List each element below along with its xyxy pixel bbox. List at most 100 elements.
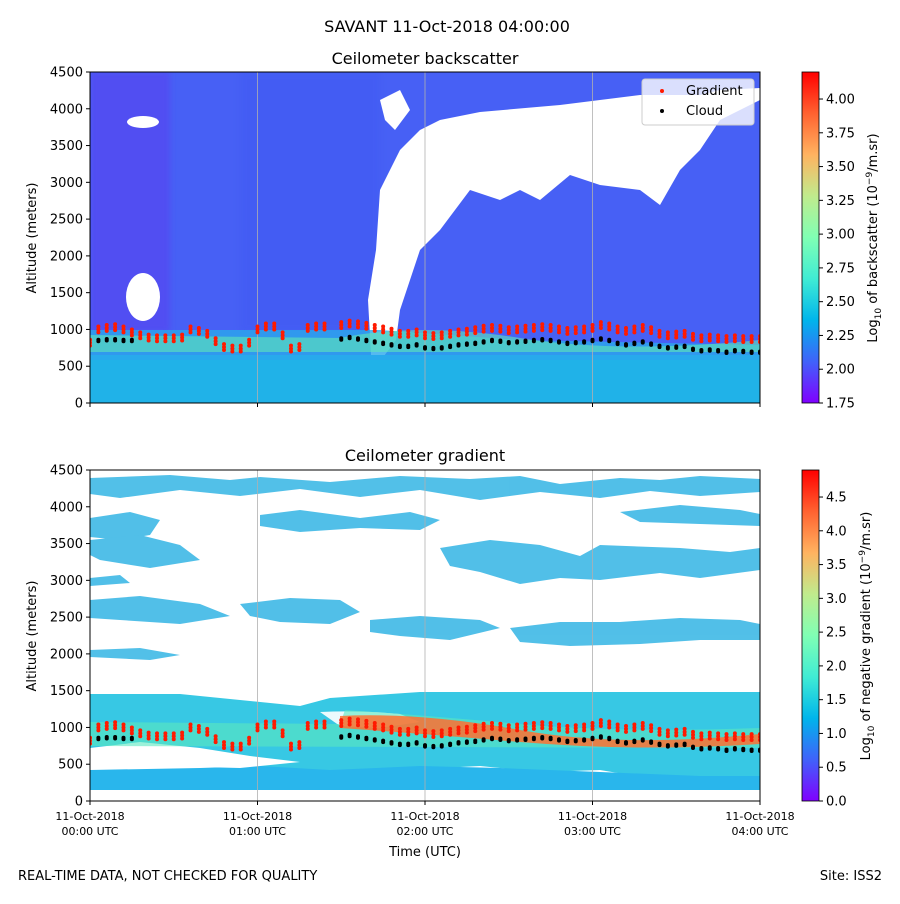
gradient-point	[624, 729, 628, 734]
gradient-point	[104, 723, 109, 728]
gradient-point	[548, 726, 553, 731]
gradient-point	[540, 723, 545, 728]
gradient-point	[347, 318, 352, 323]
gradient-point	[163, 731, 168, 736]
gradient-point	[557, 324, 561, 329]
gradient-point	[222, 740, 226, 745]
colorbar-tick-label: 2.0	[826, 659, 847, 674]
gradient-point	[665, 731, 670, 736]
gradient-point	[255, 725, 260, 730]
gradient-point	[607, 324, 612, 329]
y-tick-label: 2500	[50, 611, 83, 626]
gradient-point	[439, 734, 444, 739]
cloud-point	[523, 737, 528, 742]
y-tick-label: 3500	[50, 537, 83, 552]
gradient-point	[448, 726, 453, 731]
cloud-point	[531, 339, 536, 344]
colorbar-tick-label: 3.5	[826, 558, 847, 573]
gradient-point	[582, 330, 587, 335]
gradient-point	[414, 327, 419, 332]
gradient-point	[657, 732, 662, 737]
gradient-point	[423, 731, 427, 736]
gradient-point	[423, 333, 427, 338]
gradient-point	[464, 730, 469, 735]
colorbar-tick-label: 2.00	[826, 363, 855, 378]
gradient-point	[473, 325, 478, 330]
cloud-point	[649, 740, 654, 745]
y-tick-label: 2000	[50, 249, 83, 264]
gradient-point	[515, 725, 520, 730]
cloud-point	[456, 741, 461, 746]
gradient-point	[506, 729, 511, 734]
gradient-point	[196, 328, 201, 333]
gradient-point	[180, 332, 185, 337]
gradient-point	[456, 725, 461, 730]
gradient-point	[104, 726, 109, 731]
gradient-point	[230, 346, 235, 351]
gradient-point	[565, 729, 570, 734]
cloud-point	[615, 342, 620, 347]
gradient-point	[439, 333, 444, 338]
gradient-point	[96, 330, 101, 335]
gradient-panel: Ceilometer gradient	[25, 446, 877, 860]
gradient-point	[707, 736, 712, 741]
gradient-point	[699, 734, 704, 739]
gradient-point	[381, 324, 386, 329]
gradient-point	[732, 336, 737, 341]
gradient-point	[230, 741, 235, 746]
gradient-point	[481, 727, 486, 732]
gradient-point	[473, 729, 478, 734]
cloud-point	[548, 737, 553, 742]
gradient-point	[674, 332, 679, 337]
gradient-colorbar-ticks: 0.0 0.5 1.0 1.5 2.0 2.5 3.0 3.5 4.0 4.5	[819, 491, 847, 810]
gradient-point	[523, 326, 528, 331]
cloud-point	[640, 738, 645, 743]
gradient-point	[138, 336, 143, 341]
cloud-point	[121, 737, 126, 742]
gradient-point	[406, 729, 411, 734]
x-tick-time: 04:00 UTC	[731, 825, 788, 838]
gradient-point	[699, 333, 704, 338]
gradient-point	[188, 725, 193, 730]
gradient-point	[716, 731, 721, 736]
cloud-point	[414, 741, 419, 746]
gradient-point	[691, 331, 695, 336]
gradient-point	[674, 733, 679, 738]
gradient-point	[113, 322, 118, 327]
gradient-point	[163, 339, 168, 344]
gradient-point	[473, 726, 478, 731]
gradient-point	[523, 323, 528, 328]
y-tick-label: 4000	[50, 500, 83, 515]
gradient-point	[649, 726, 654, 731]
y-tick-label: 4500	[50, 66, 83, 81]
cloud-point	[741, 350, 746, 355]
cloud-point	[657, 743, 662, 748]
gradient-point	[364, 326, 369, 331]
gradient-point	[590, 325, 595, 330]
gradient-point	[196, 331, 201, 336]
gradient-point	[716, 734, 721, 739]
gradient-point	[657, 334, 662, 339]
gradient-point	[699, 336, 704, 341]
gradient-point	[732, 737, 737, 742]
cloud-point	[699, 349, 704, 354]
gradient-point	[146, 736, 151, 741]
gradient-point	[222, 342, 226, 347]
gradient-point	[548, 723, 553, 728]
gradient-point	[104, 325, 109, 330]
gradient-point	[397, 331, 402, 336]
gradient-point	[222, 345, 226, 350]
gradient-point	[431, 732, 436, 737]
gradient-point	[632, 722, 637, 727]
cloud-point	[665, 744, 670, 749]
cloud-point	[339, 337, 344, 342]
colorbar-tick-label: 2.75	[826, 261, 855, 276]
gradient-point	[431, 735, 436, 740]
cloud-point	[565, 342, 570, 347]
cloud-point	[515, 738, 520, 743]
gradient-point	[356, 717, 360, 722]
cloud-point	[716, 349, 721, 354]
gradient-point	[171, 734, 176, 739]
gradient-point	[749, 735, 754, 740]
